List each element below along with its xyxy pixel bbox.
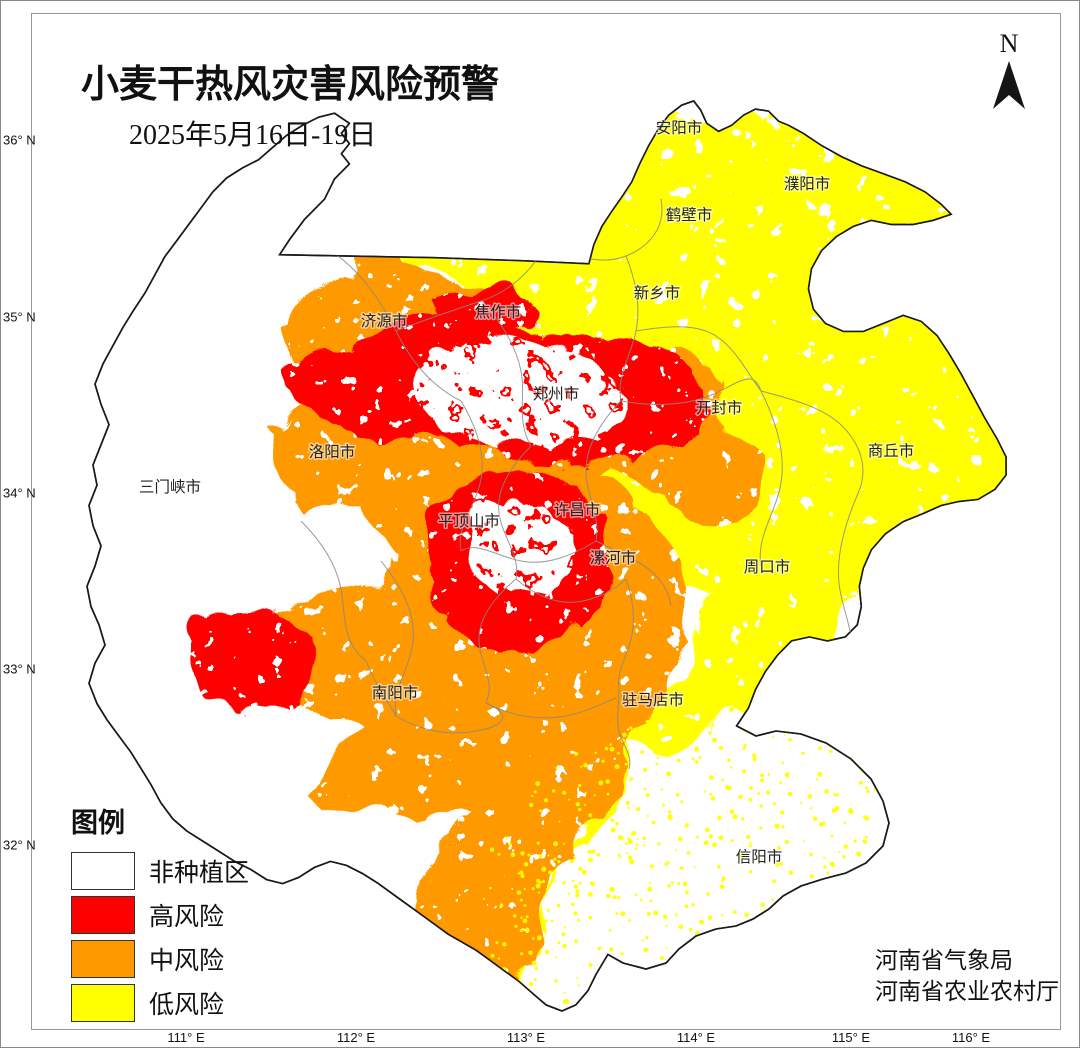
svg-text:濮阳市: 濮阳市	[784, 175, 831, 193]
svg-text:开封市: 开封市	[696, 399, 743, 417]
svg-text:济源市: 济源市	[361, 312, 408, 330]
svg-text:驻马店市: 驻马店市	[622, 691, 684, 709]
svg-text:新乡市: 新乡市	[634, 284, 681, 302]
svg-text:鹤壁市: 鹤壁市	[666, 206, 713, 224]
svg-text:平顶山市: 平顶山市	[438, 512, 500, 530]
svg-text:郑州市: 郑州市	[533, 385, 580, 403]
svg-text:商丘市: 商丘市	[868, 442, 915, 460]
svg-text:南阳市: 南阳市	[372, 684, 419, 702]
svg-text:漯河市: 漯河市	[590, 549, 637, 567]
svg-text:三门峡市: 三门峡市	[139, 478, 201, 496]
svg-text:洛阳市: 洛阳市	[309, 443, 356, 461]
svg-text:安阳市: 安阳市	[656, 119, 703, 137]
svg-text:周口市: 周口市	[744, 558, 791, 576]
svg-text:焦作市: 焦作市	[475, 303, 522, 321]
svg-text:信阳市: 信阳市	[736, 848, 783, 866]
svg-text:许昌市: 许昌市	[554, 501, 601, 519]
